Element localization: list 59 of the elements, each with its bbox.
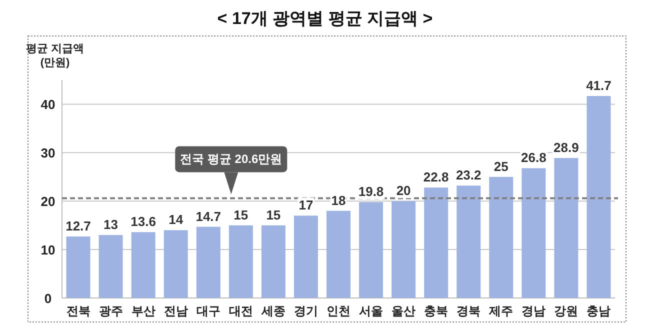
bar [164,230,188,298]
x-tick-label: 전북 [66,304,90,318]
y-tick-label: 30 [40,146,56,161]
data-label: 19.8 [358,184,384,200]
ref-line-label: 전국 평균 20.6만원 [180,152,282,166]
data-label: 13.6 [130,214,156,230]
bar [326,210,350,298]
data-label: 28.9 [554,140,579,155]
bar [66,236,90,298]
x-tick-label: 인천 [326,304,350,318]
x-tick-label: 울산 [392,304,416,318]
data-label: 23.2 [456,168,482,183]
data-label: 22.8 [423,170,449,185]
bar [522,168,546,298]
x-tick-label: 전남 [164,304,188,318]
chart-title: < 17개 광역별 평균 지급액 > [217,9,433,28]
x-tick-label: 경기 [294,304,318,318]
bar [586,96,611,298]
bar [131,232,156,298]
bar [456,186,481,298]
data-label: 25 [494,158,508,174]
bar [554,158,578,298]
y-axis-title: 평균 지급액 (만원) [26,43,84,69]
data-label: 15 [266,207,281,222]
data-label: 20 [396,183,411,198]
bar [228,225,253,298]
bar [424,188,448,298]
bar [489,176,514,298]
bar [294,216,318,298]
data-label: 14.7 [196,208,222,224]
x-tick-label: 대구 [196,304,220,318]
x-tick-label: 세종 [260,304,286,318]
x-tick-label: 제주 [488,304,514,318]
y-tick-label: 20 [40,194,56,210]
bar [359,202,384,298]
x-tick-label: 서울 [359,304,384,318]
data-label: 14 [168,212,184,228]
bar [196,226,220,298]
data-label: 41.7 [586,78,612,93]
x-tick-label: 경북 [456,304,481,318]
y-tick-label: 40 [40,97,56,112]
y-tick-label: 0 [44,291,52,306]
x-tick-label: 부산 [131,304,156,318]
data-label: 26.8 [521,150,546,166]
x-tick-label: 충남 [586,304,611,318]
data-label: 15 [234,207,248,222]
bar [261,225,286,298]
x-tick-label: 강원 [554,304,578,318]
data-label: 13 [104,217,118,232]
x-tick-label: 경남 [522,304,546,318]
y-tick-label: 10 [40,242,56,258]
data-label: 18 [331,192,346,208]
x-tick-label: 대전 [228,304,253,318]
bar [98,235,123,298]
bar [392,201,416,298]
x-tick-label: 충북 [424,304,448,318]
data-label: 12.7 [66,218,91,234]
x-tick-label: 광주 [98,304,123,318]
data-label: 17 [298,198,314,213]
